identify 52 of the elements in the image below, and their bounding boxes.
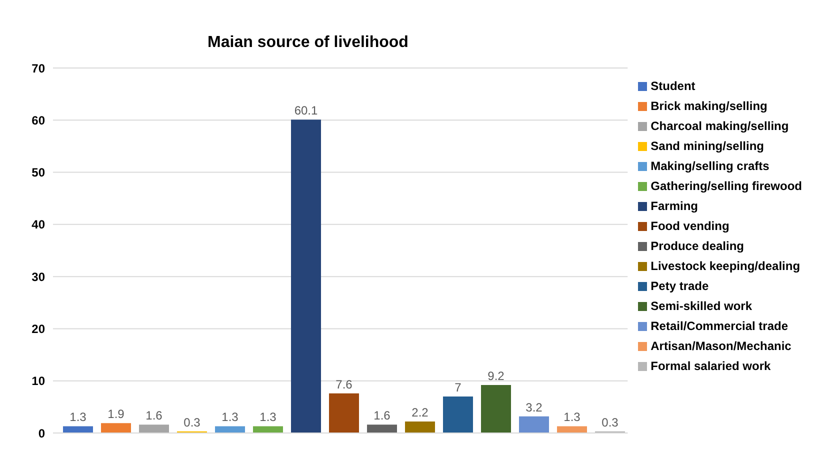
data-label: 1.3 (564, 410, 581, 424)
legend-label: Gathering/selling firewood (650, 178, 802, 192)
y-tick-label: 40 (32, 218, 46, 232)
y-tick-label: 30 (32, 270, 46, 284)
legend-label: Student (650, 78, 696, 92)
data-label: 0.3 (184, 415, 201, 430)
legend-label: Artisan/Mason/Mechanic (650, 338, 792, 352)
y-tick-label: 10 (32, 374, 46, 388)
data-label: 1.6 (374, 408, 391, 423)
legend-label: Making/selling crafts (650, 158, 770, 172)
bar (481, 385, 511, 433)
bar (101, 423, 131, 433)
legend-label: Livestock keeping/dealing (650, 258, 800, 272)
data-label: 1.3 (260, 410, 277, 424)
data-label: 7.6 (336, 377, 353, 392)
legend-label: Charcoal making/selling (650, 118, 789, 132)
data-label: 1.9 (108, 407, 125, 422)
y-tick-label: 50 (32, 166, 46, 180)
legend-label: Produce dealing (650, 238, 744, 252)
data-label: 1.3 (70, 410, 87, 424)
y-tick-label: 60 (32, 113, 46, 128)
data-label: 1.3 (222, 410, 239, 424)
y-tick-label: 70 (32, 61, 46, 76)
bar (557, 426, 587, 433)
legend-label: Food vending (650, 218, 730, 232)
bar (367, 424, 397, 433)
y-tick-label: 0 (38, 426, 46, 440)
legend-label: Semi-skilled work (650, 298, 752, 312)
legend-label: Brick making/selling (650, 98, 768, 112)
legend-label: Farming (650, 198, 698, 212)
bar (215, 426, 245, 433)
legend-label: Pety trade (650, 278, 709, 292)
y-tick-label: 20 (32, 322, 46, 336)
chart-title: Maian source of livelihood (206, 34, 410, 52)
bar (519, 416, 549, 433)
data-label: 1.6 (146, 408, 163, 423)
legend-label: Retail/Commercial trade (650, 318, 788, 332)
bar (329, 393, 359, 433)
bar (405, 422, 435, 433)
data-label: 9.2 (488, 369, 505, 384)
data-label: 60.1 (294, 104, 318, 118)
bar (291, 120, 321, 433)
bar (253, 426, 283, 433)
bar (63, 426, 93, 433)
data-label: 7 (454, 380, 462, 394)
bar (139, 424, 169, 433)
data-label: 2.2 (412, 406, 429, 420)
legend-label: Formal salaried work (650, 358, 771, 372)
bar (443, 396, 473, 433)
data-label: 3.2 (526, 400, 543, 414)
legend-label: Sand mining/selling (650, 138, 764, 152)
data-label: 0.3 (602, 415, 619, 430)
